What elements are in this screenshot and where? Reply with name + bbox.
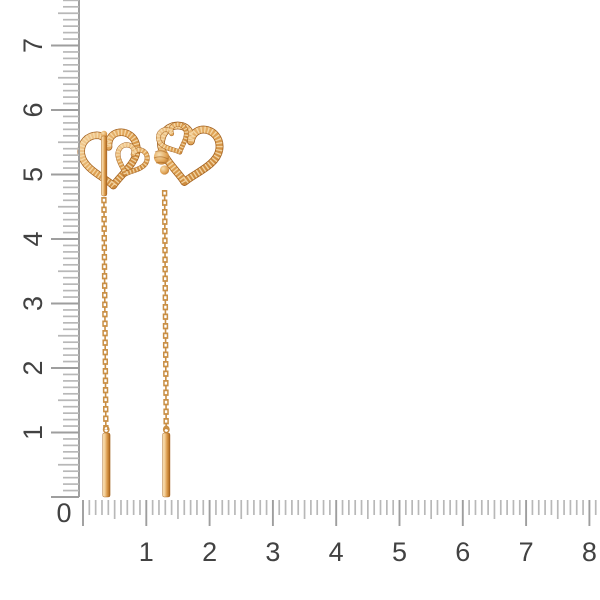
v-ruler-label: 1 <box>18 425 48 440</box>
bar-connector-loop <box>102 425 110 434</box>
v-ruler-label: 2 <box>18 360 48 375</box>
drop-bar <box>102 432 111 498</box>
v-ruler-label: 6 <box>18 102 48 117</box>
cable-chain <box>161 189 169 431</box>
ear-post-knob <box>100 130 108 138</box>
h-ruler-label: 8 <box>582 537 597 567</box>
h-ruler-label: 3 <box>265 537 280 567</box>
bar-connector-loop <box>162 425 170 434</box>
h-ruler-label: 2 <box>202 537 217 567</box>
left-earring <box>79 130 149 498</box>
v-ruler-label: 3 <box>18 296 48 311</box>
ear-post <box>101 135 108 197</box>
vertical-ruler: 1 2 3 4 5 6 7 <box>18 0 80 498</box>
cable-chain <box>101 196 109 431</box>
v-ruler-label: 5 <box>18 167 48 182</box>
h-ruler-label: 6 <box>455 537 470 567</box>
h-ruler-label: 5 <box>392 537 407 567</box>
h-ruler-label: 4 <box>329 537 344 567</box>
ruler-corner-label: 0 <box>56 498 71 528</box>
h-ruler-label: 7 <box>519 537 534 567</box>
v-ruler-label: 4 <box>18 231 48 246</box>
h-ruler-label: 1 <box>139 537 154 567</box>
heart-motif <box>79 131 141 190</box>
drop-bar <box>162 432 171 498</box>
horizontal-ruler: 1 2 3 4 5 6 7 8 <box>82 500 597 567</box>
clasp-bead <box>153 149 170 175</box>
v-ruler-label: 7 <box>18 38 48 53</box>
right-earring <box>153 122 222 498</box>
